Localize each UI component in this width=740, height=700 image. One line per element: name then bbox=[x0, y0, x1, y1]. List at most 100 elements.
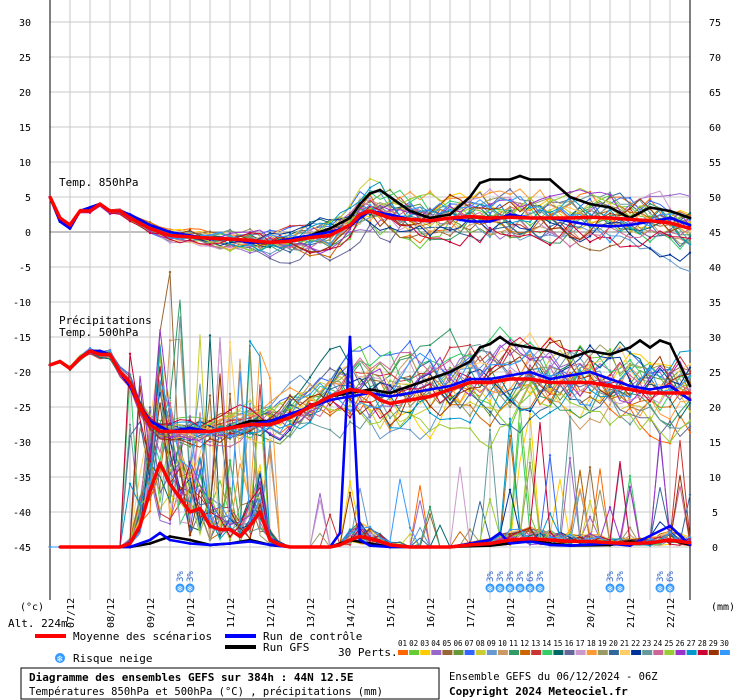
perturbation-point bbox=[248, 438, 252, 441]
x-tick-label: 13/12 bbox=[306, 598, 317, 628]
perturbation-point bbox=[188, 229, 192, 232]
perturbation-point bbox=[648, 230, 652, 233]
perturbation-point bbox=[348, 385, 352, 388]
perturbation-point bbox=[528, 332, 532, 335]
right-tick-label: 10 bbox=[709, 473, 721, 484]
perturbation-point bbox=[688, 240, 692, 243]
perturbation-point bbox=[588, 248, 592, 251]
gfs-t500-point bbox=[388, 391, 392, 395]
perturbation-point bbox=[688, 366, 692, 369]
perturbation-point bbox=[588, 207, 592, 211]
perturbation-point bbox=[548, 454, 552, 457]
temp850-label: Temp. 850hPa bbox=[59, 176, 138, 189]
perturbation-point bbox=[508, 387, 512, 391]
mean-t850-point bbox=[508, 215, 512, 219]
perturbation-point bbox=[228, 412, 232, 415]
mean-t850-point bbox=[448, 216, 452, 220]
perturbation-point bbox=[468, 400, 472, 404]
perturbation-point bbox=[588, 499, 592, 503]
perturbation-point bbox=[248, 416, 252, 420]
perturbation-number: 21 bbox=[620, 639, 629, 648]
perturbation-point bbox=[488, 188, 492, 191]
perturbation-point bbox=[208, 233, 212, 237]
perturbation-point bbox=[508, 353, 512, 357]
perturbation-point bbox=[208, 334, 212, 337]
mean-t850-point bbox=[98, 202, 102, 206]
perturbation-point bbox=[428, 237, 432, 240]
perturbation-point bbox=[448, 240, 452, 244]
perturbation-point bbox=[288, 394, 292, 397]
perturbation-point bbox=[368, 197, 372, 200]
perturbation-point bbox=[668, 207, 672, 210]
perturbation-point bbox=[568, 457, 572, 460]
control-t500-point bbox=[98, 349, 102, 353]
perturbation-point bbox=[328, 223, 332, 226]
perturbation-number: 19 bbox=[598, 639, 607, 648]
mean-t500-point bbox=[588, 381, 592, 384]
perturbation-point bbox=[468, 394, 472, 397]
gfs-precip-point bbox=[168, 535, 172, 538]
perturbation-point bbox=[208, 241, 212, 244]
gfs-t500-point bbox=[638, 339, 642, 342]
perturbation-point bbox=[348, 206, 352, 210]
control-t850-point bbox=[58, 220, 62, 223]
perturbation-point bbox=[528, 382, 532, 385]
perturbation-point bbox=[608, 399, 612, 402]
perturbation-point bbox=[288, 386, 292, 389]
mean-t850-point bbox=[128, 216, 132, 220]
perturbation-point bbox=[568, 409, 572, 412]
perturbation-point bbox=[488, 424, 492, 427]
perturbation-point bbox=[268, 408, 272, 411]
perturbation-point bbox=[308, 232, 312, 235]
mean-t500-point bbox=[248, 423, 252, 426]
perturbation-point bbox=[528, 212, 532, 215]
perturbation-point bbox=[288, 262, 292, 265]
mean-precip-point bbox=[448, 545, 452, 549]
perturbation-point bbox=[688, 270, 692, 273]
perturbation-point bbox=[608, 506, 612, 509]
perturbation-point bbox=[608, 212, 612, 215]
perturbation-number: 15 bbox=[553, 639, 562, 648]
perturbation-point bbox=[488, 338, 492, 341]
perturbation-point bbox=[488, 391, 492, 394]
left-tick-label: -20 bbox=[13, 368, 31, 379]
perturbation-point bbox=[128, 352, 132, 355]
perturbation-point bbox=[208, 433, 212, 436]
perturbation-point bbox=[288, 406, 292, 410]
mean-t850-point bbox=[118, 209, 122, 213]
mean-precip-point bbox=[628, 542, 632, 545]
mean-t850-point bbox=[248, 239, 252, 242]
perturbation-number: 17 bbox=[576, 639, 585, 648]
right-tick-label: 20 bbox=[709, 403, 721, 414]
perturbation-point bbox=[688, 535, 692, 539]
perturbation-point bbox=[428, 437, 432, 440]
gfs-t850-point bbox=[508, 178, 512, 181]
mean-t850-point bbox=[108, 209, 112, 213]
perturbation-point bbox=[188, 438, 192, 441]
perturbation-point bbox=[248, 429, 252, 433]
perturbation-point bbox=[488, 498, 492, 501]
perturbation-point bbox=[288, 410, 292, 413]
gfs-t850-point bbox=[608, 206, 612, 209]
left-tick-label: -10 bbox=[13, 298, 31, 309]
perturbation-point bbox=[328, 378, 332, 382]
perturbation-point bbox=[188, 415, 192, 418]
gfs-t500-point bbox=[668, 342, 672, 346]
gfs-t850-point bbox=[358, 202, 362, 206]
snow-risk-marker: 6% ❄ bbox=[525, 571, 536, 595]
perturbation-point bbox=[468, 350, 472, 353]
perturbation-point bbox=[488, 428, 492, 432]
perturbation-point bbox=[668, 381, 672, 385]
snowflake-icon bbox=[615, 583, 625, 593]
perturbation-point bbox=[688, 349, 692, 352]
perturbation-point bbox=[288, 234, 292, 237]
perturbation-point bbox=[368, 372, 372, 376]
perturbation-point bbox=[368, 219, 372, 222]
control-t500-point bbox=[628, 384, 632, 388]
perturbation-swatch bbox=[497, 650, 508, 655]
perturbation-point bbox=[548, 209, 552, 212]
gfs-t500-point bbox=[498, 335, 502, 339]
footer-box bbox=[20, 667, 440, 700]
perturbation-point bbox=[688, 230, 692, 233]
perturbation-point bbox=[508, 346, 512, 350]
